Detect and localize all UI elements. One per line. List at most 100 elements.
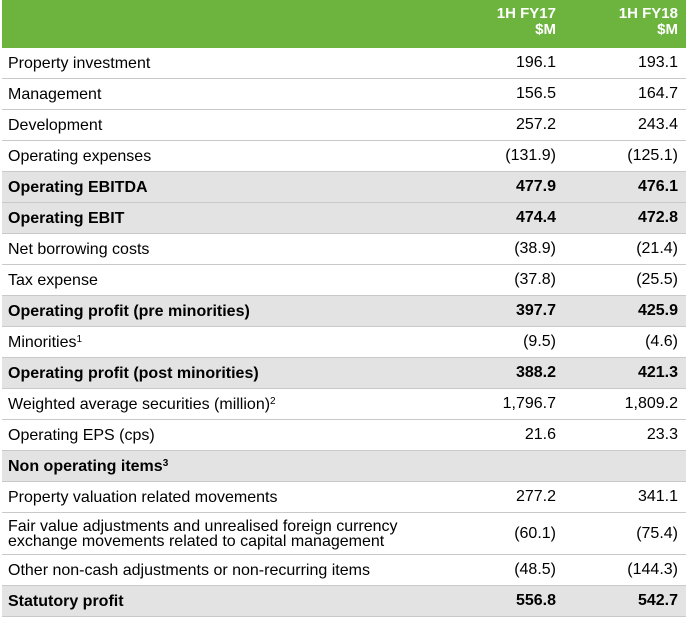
row-label: Weighted average securities (million)2 — [2, 395, 441, 413]
row-label: Property investment — [2, 54, 441, 72]
table-row: Other non-cash adjustments or non-recurr… — [2, 555, 686, 586]
row-label: Non operating items3 — [2, 457, 441, 475]
table-row: Net borrowing costs (38.9) (21.4) — [2, 234, 686, 265]
row-label: Development — [2, 116, 441, 134]
header-col1-unit: $M — [535, 21, 556, 38]
footnote-marker: 1 — [76, 333, 83, 345]
value-1h-fy18: (21.4) — [636, 240, 678, 257]
value-1h-fy18: (25.5) — [636, 271, 678, 288]
value-1h-fy18: 23.3 — [646, 426, 678, 443]
table-row: Fair value adjustments and unrealised fo… — [2, 513, 686, 555]
row-label: Minorities1 — [2, 333, 441, 351]
value-1h-fy17: (131.9) — [505, 147, 556, 164]
value-1h-fy17: 21.6 — [524, 426, 556, 443]
value-1h-fy18: 193.1 — [637, 54, 678, 71]
row-label: Operating EBIT — [2, 209, 441, 227]
table-header: 1H FY17 $M 1H FY18 $M — [2, 0, 686, 48]
row-label-text: Other non-cash adjustments or non-recurr… — [8, 561, 370, 579]
table-row: Operating profit (post minorities) 388.2 4… — [2, 358, 686, 389]
table-row: Development 257.2 243.4 — [2, 110, 686, 141]
value-1h-fy17: 388.2 — [515, 364, 556, 381]
value-1h-fy18: 421.3 — [637, 364, 678, 381]
row-label-text: Property valuation related movements — [8, 488, 278, 506]
row-label: Operating profit (post minorities) — [2, 364, 441, 382]
table-row: Operating EBIT 474.4 472.8 — [2, 203, 686, 234]
row-label: Tax expense — [2, 271, 441, 289]
row-label-text: Fair value adjustments and unrealised fo… — [8, 517, 398, 550]
row-label: Fair value adjustments and unrealised fo… — [2, 517, 441, 550]
row-label-text: Non operating items — [8, 457, 163, 475]
row-label-text: Development — [8, 116, 103, 134]
table-row: Operating EPS (cps) 21.6 23.3 — [2, 420, 686, 451]
row-label-text: Minorities — [8, 333, 77, 351]
row-label: Operating EBITDA — [2, 178, 441, 196]
financial-table: 1H FY17 $M 1H FY18 $M Property investmen… — [2, 0, 686, 617]
value-1h-fy18: 164.7 — [637, 85, 678, 102]
table-row: Property valuation related movements 277.… — [2, 482, 686, 513]
table-row: Minorities1 (9.5) (4.6) — [2, 327, 686, 358]
table-row: Operating expenses (131.9) (125.1) — [2, 141, 686, 172]
row-label: Management — [2, 85, 441, 103]
row-label: Statutory profit — [2, 592, 441, 610]
value-1h-fy17: (38.9) — [514, 240, 556, 257]
value-1h-fy17: 1,796.7 — [502, 395, 556, 412]
value-1h-fy18: (75.4) — [636, 524, 678, 542]
value-1h-fy18: (125.1) — [627, 147, 678, 164]
table-row: Operating EBITDA 477.9 476.1 — [2, 172, 686, 203]
table-row: Tax expense (37.8) (25.5) — [2, 265, 686, 296]
row-label: Net borrowing costs — [2, 240, 441, 258]
value-1h-fy17: (48.5) — [514, 561, 556, 578]
header-col1-period: 1H FY17 — [496, 5, 556, 22]
table-row: Property investment 196.1 193.1 — [2, 48, 686, 79]
header-col-1h-fy18: 1H FY18 $M — [564, 0, 686, 48]
row-label-text: Operating expenses — [8, 147, 152, 165]
table-row: Statutory profit 556.8 542.7 — [2, 586, 686, 617]
value-1h-fy18: 472.8 — [637, 209, 678, 226]
row-label-text: Operating profit (pre minorities) — [8, 302, 250, 320]
row-label-text: Operating EBITDA — [8, 178, 148, 196]
header-label-column — [2, 0, 441, 48]
row-label: Operating EPS (cps) — [2, 426, 441, 444]
row-label-text: Operating EBIT — [8, 209, 125, 227]
header-col2-unit: $M — [657, 21, 678, 38]
header-col-1h-fy17: 1H FY17 $M — [441, 0, 564, 48]
value-1h-fy18: (4.6) — [645, 333, 678, 350]
value-1h-fy18: 341.1 — [637, 488, 678, 505]
row-label-text: Management — [8, 85, 102, 103]
footnote-marker: 2 — [270, 395, 276, 407]
value-1h-fy17: 397.7 — [515, 302, 556, 319]
row-label-text: Operating EPS (cps) — [8, 426, 155, 444]
value-1h-fy17: 556.8 — [515, 592, 556, 609]
row-label-text: Statutory profit — [8, 592, 124, 610]
table-body: Property investment 196.1 193.1 Management 1… — [2, 48, 686, 617]
row-label-text: Operating profit (post minorities) — [8, 364, 259, 382]
table-row: Operating profit (pre minorities) 397.7 42… — [2, 296, 686, 327]
footnote-marker: 3 — [162, 457, 169, 469]
row-label-text: Net borrowing costs — [8, 240, 150, 258]
value-1h-fy17: 257.2 — [515, 116, 556, 133]
value-1h-fy17: 156.5 — [515, 85, 556, 102]
row-label: Other non-cash adjustments or non-recurr… — [2, 561, 441, 579]
row-label: Operating expenses — [2, 147, 441, 165]
value-1h-fy18: 425.9 — [637, 302, 678, 319]
header-col2-period: 1H FY18 — [618, 5, 678, 22]
table-row: Weighted average securities (million)2 1,… — [2, 389, 686, 420]
value-1h-fy17: 477.9 — [515, 178, 556, 195]
value-1h-fy17: 196.1 — [515, 54, 556, 71]
value-1h-fy17: (60.1) — [514, 524, 556, 542]
value-1h-fy18: 542.7 — [637, 592, 678, 609]
value-1h-fy17: 277.2 — [515, 488, 556, 505]
value-1h-fy17: (37.8) — [514, 271, 556, 288]
row-label: Operating profit (pre minorities) — [2, 302, 441, 320]
row-label-text: Property investment — [8, 54, 151, 72]
row-label-text: Weighted average securities (million) — [8, 395, 271, 413]
value-1h-fy18: 1,809.2 — [624, 395, 678, 412]
row-label: Property valuation related movements — [2, 488, 441, 506]
value-1h-fy17: 474.4 — [515, 209, 556, 226]
value-1h-fy18: 243.4 — [637, 116, 678, 133]
row-label-text: Tax expense — [8, 271, 98, 289]
table-row: Management 156.5 164.7 — [2, 79, 686, 110]
value-1h-fy18: 476.1 — [637, 178, 678, 195]
table-row: Non operating items3 — [2, 451, 686, 482]
value-1h-fy18: (144.3) — [627, 561, 678, 578]
